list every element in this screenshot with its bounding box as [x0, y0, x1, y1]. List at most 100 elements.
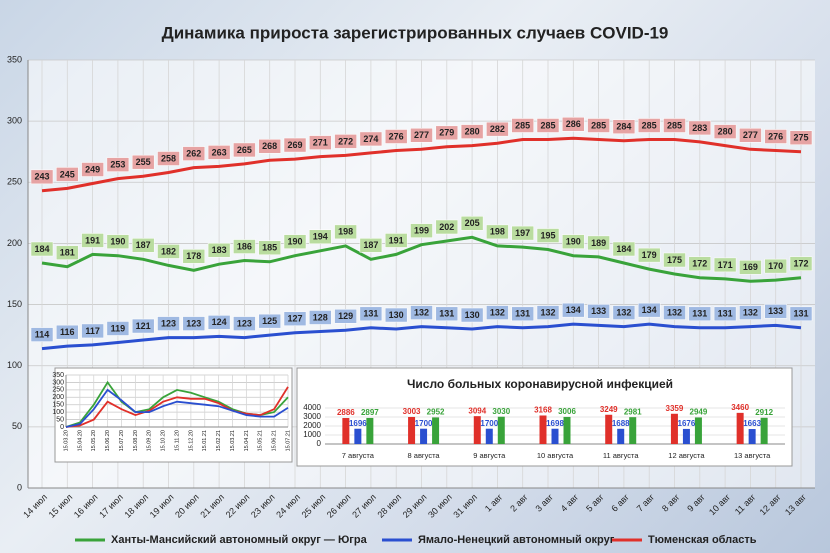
data-label: 1676	[678, 419, 696, 428]
data-label: 169	[743, 262, 758, 272]
legend-label: Тюменская область	[648, 534, 757, 546]
data-label: 253	[110, 159, 125, 169]
data-label: 119	[111, 323, 126, 333]
label-box	[713, 124, 737, 139]
x-tick-label: 15.08.20	[133, 430, 139, 451]
label-box	[739, 128, 762, 143]
data-label: 130	[465, 310, 480, 320]
label-box	[157, 151, 180, 166]
x-tick-label: 3 авг	[533, 492, 555, 514]
label-box	[536, 118, 560, 133]
data-label: 124	[212, 317, 227, 327]
x-tick-label: 8 августа	[408, 451, 441, 460]
chart-title: Динамика прироста зарегистрированных слу…	[162, 23, 669, 42]
data-label: 198	[490, 227, 505, 237]
data-label: 2897	[361, 408, 379, 417]
data-label: 277	[414, 130, 429, 140]
x-tick-label: 20 июл	[173, 492, 201, 520]
label-box	[587, 304, 610, 319]
data-label: 189	[591, 238, 606, 248]
label-box	[562, 302, 585, 318]
x-tick-label: 15.10.20	[161, 430, 167, 451]
label-box	[460, 307, 484, 323]
data-label: 190	[287, 237, 302, 247]
data-label: 205	[465, 218, 480, 228]
x-tick-label: 8 авг	[660, 492, 682, 514]
data-label: 285	[591, 120, 606, 130]
data-label: 195	[540, 230, 555, 240]
x-tick-label: 15.03.20	[63, 430, 69, 451]
y-tick-label: 0	[60, 424, 64, 431]
data-label: 190	[110, 237, 125, 247]
y-tick-label: 1000	[303, 430, 321, 439]
data-label: 276	[768, 131, 783, 141]
data-label: 131	[363, 309, 378, 319]
data-label: 171	[718, 260, 733, 270]
label-box	[334, 224, 357, 240]
data-label: 128	[313, 312, 328, 322]
data-label: 184	[616, 244, 631, 254]
label-box	[410, 305, 433, 320]
data-label: 243	[34, 172, 49, 182]
data-label: 116	[60, 327, 75, 337]
y-tick-label: 250	[7, 177, 22, 187]
data-label: 2949	[690, 408, 708, 417]
data-label: 133	[768, 306, 783, 316]
data-label: 1700	[480, 419, 498, 428]
data-label: 3006	[558, 407, 576, 416]
y-tick-label: 4000	[303, 403, 321, 412]
label-box	[511, 118, 534, 133]
data-label: 1663	[743, 419, 761, 428]
data-label: 132	[743, 307, 758, 317]
label-box	[309, 310, 332, 325]
x-tick-label: 24 июл	[274, 492, 302, 520]
y-tick-label: 350	[7, 54, 22, 64]
label-box	[637, 118, 661, 133]
series-line	[41, 235, 802, 283]
data-label: 123	[237, 318, 252, 328]
label-box	[258, 139, 281, 154]
data-label: 255	[136, 157, 151, 167]
label-box	[536, 228, 560, 243]
label-box	[435, 306, 459, 322]
label-box	[612, 241, 636, 257]
label-box	[789, 130, 813, 145]
bar	[670, 413, 678, 444]
y-tick-label: 300	[52, 379, 64, 386]
label-box	[157, 316, 180, 331]
data-label: 132	[540, 307, 555, 317]
x-tick-label: 15 июл	[47, 492, 75, 520]
x-tick-label: 11 августа	[603, 451, 640, 460]
data-label: 134	[642, 305, 657, 315]
series-line	[65, 386, 289, 428]
label-box	[258, 313, 281, 329]
x-tick-label: 15.04.20	[77, 430, 83, 451]
data-label: 285	[642, 120, 657, 130]
data-label: 133	[591, 306, 606, 316]
x-tick-label: 29 июл	[401, 492, 429, 520]
label-box	[789, 306, 813, 322]
y-tick-label: 250	[52, 387, 64, 394]
label-box	[612, 305, 636, 320]
label-box	[562, 117, 585, 132]
label-box	[131, 238, 155, 253]
x-tick-label: 9 авг	[685, 492, 707, 514]
legend-label: Ханты-Мансийский автономный округ — Югра	[111, 534, 368, 546]
label-box	[233, 316, 256, 331]
data-label: 131	[439, 309, 454, 319]
data-label: 197	[515, 228, 530, 238]
data-label: 3460	[731, 403, 749, 412]
data-label: 179	[642, 250, 657, 260]
bar	[736, 412, 744, 444]
y-tick-label: 0	[317, 439, 322, 448]
data-label: 132	[414, 307, 429, 317]
x-tick-label: 5 авг	[584, 492, 606, 514]
x-tick-label: 27 июл	[350, 492, 378, 520]
data-label: 282	[490, 124, 505, 134]
label-box	[207, 242, 231, 258]
x-tick-label: 23 июл	[249, 492, 277, 520]
label-box	[511, 225, 534, 241]
data-label: 132	[490, 307, 505, 317]
x-tick-label: 14 июл	[21, 492, 49, 520]
data-label: 170	[768, 261, 783, 271]
